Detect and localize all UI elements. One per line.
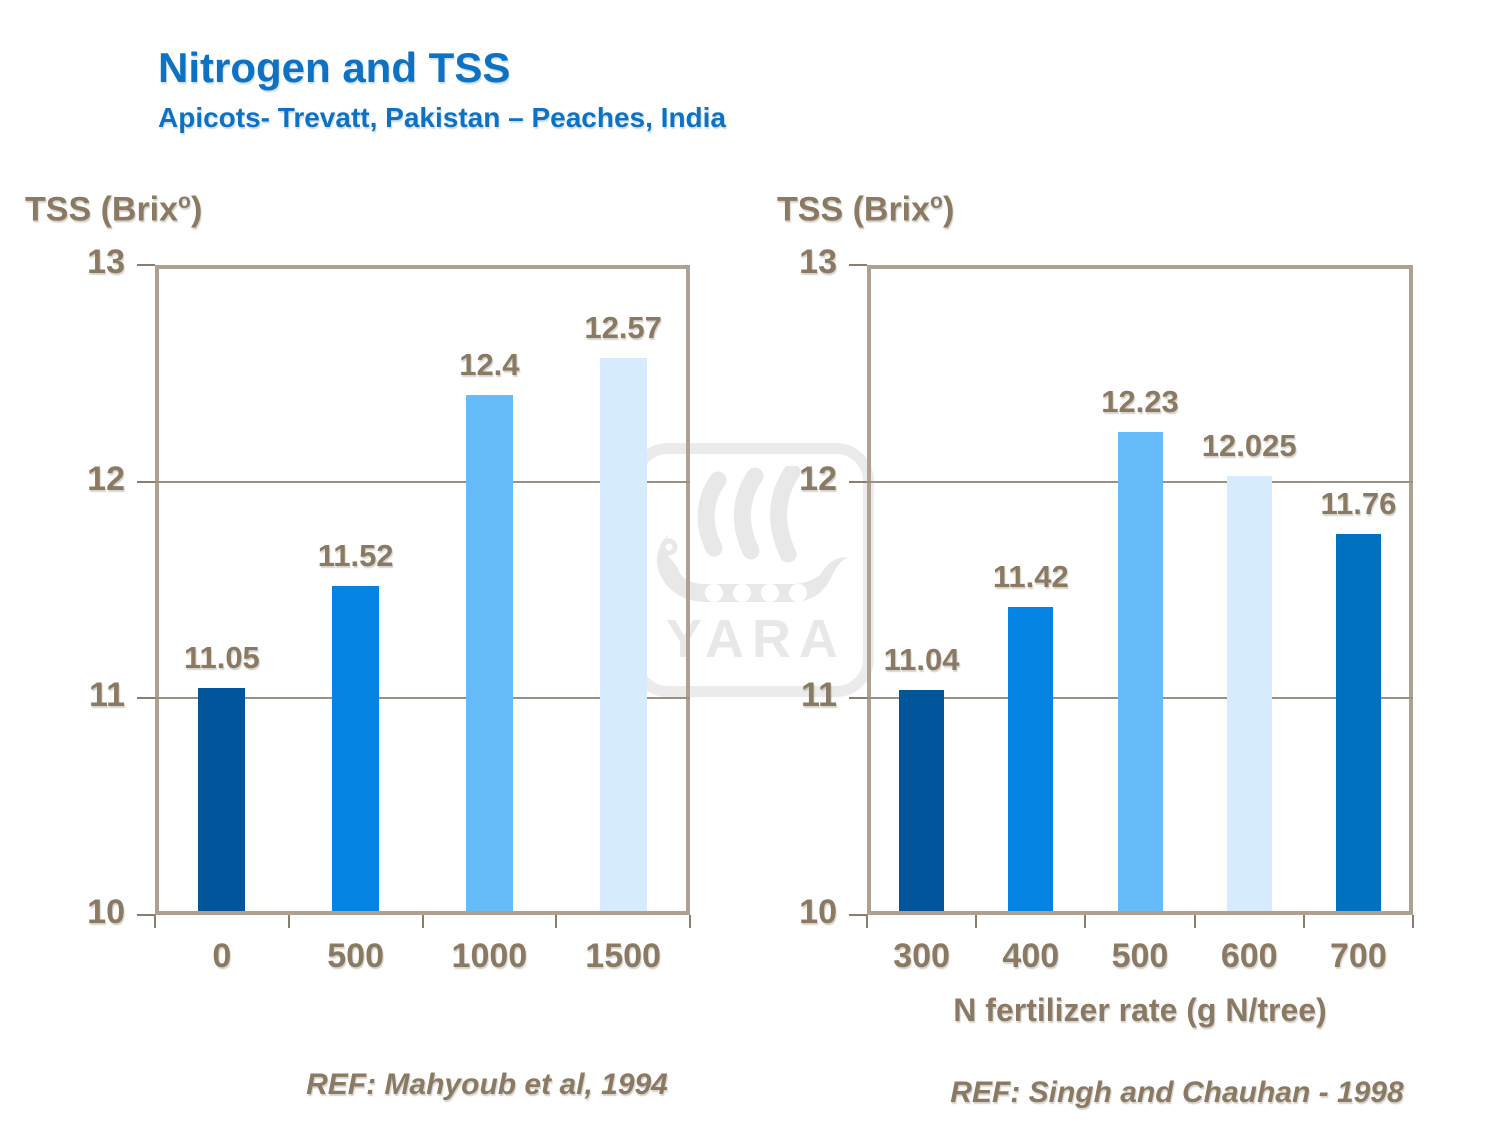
bar-value-label: 11.42	[992, 559, 1069, 595]
y-axis-title-left: TSS (Brixo)	[25, 190, 202, 229]
y-axis-title-superscript: o	[178, 190, 191, 213]
x-tick-mark	[555, 915, 558, 928]
bar-300	[899, 689, 945, 911]
bar-value-label: 11.04	[883, 641, 960, 677]
gridline-12	[137, 480, 690, 483]
x-tick-mark	[154, 915, 156, 928]
bar-value-label: 12.4	[459, 347, 520, 382]
y-tick-mark	[137, 480, 155, 483]
viking-ship-icon	[656, 466, 848, 602]
y-axis-title-text: TSS (Brix	[25, 190, 179, 229]
reference-0: REF: Mahyoub et al, 1994	[306, 1068, 668, 1101]
y-tick-mark	[137, 697, 155, 700]
x-tick-label: 700	[1330, 937, 1387, 975]
y-tick-mark	[137, 914, 155, 916]
x-tick-mark	[287, 915, 290, 928]
y-tick-label: 10	[87, 893, 125, 931]
y-axis-title-right: TSS (Brixo)	[777, 190, 954, 229]
y-tick-label: 12	[799, 459, 837, 498]
x-tick-mark	[1412, 915, 1414, 928]
bar-1000	[465, 395, 513, 911]
x-tick-label: 600	[1220, 937, 1278, 975]
bar-700	[1335, 533, 1381, 911]
x-tick-mark	[421, 915, 424, 928]
x-tick-mark	[1084, 915, 1087, 928]
x-tick-label: 300	[893, 937, 950, 975]
bar-500	[1117, 431, 1163, 911]
bar-value-label: 12.23	[1101, 383, 1179, 419]
y-tick-mark	[849, 697, 867, 700]
y-tick-label: 11	[89, 676, 125, 715]
gridline-11	[137, 697, 690, 700]
y-axis-title-superscript: o	[930, 190, 943, 213]
plot-area-0	[155, 265, 690, 915]
bar-400	[1008, 607, 1054, 911]
bar-0	[198, 687, 246, 911]
bar-500	[332, 585, 380, 911]
x-tick-mark	[1302, 915, 1305, 928]
x-tick-mark	[689, 915, 691, 928]
x-tick-mark	[975, 915, 978, 928]
x-tick-label: 500	[327, 937, 384, 975]
bar-value-label: 11.05	[183, 639, 260, 675]
reference-1: REF: Singh and Chauhan - 1998	[950, 1076, 1404, 1109]
page-subtitle: Apicots- Trevatt, Pakistan – Peaches, In…	[158, 102, 726, 133]
x-tick-label: 1000	[451, 937, 528, 975]
y-tick-label: 11	[801, 676, 837, 715]
y-axis-title-text: TSS (Brix	[777, 190, 931, 229]
y-tick-mark	[849, 480, 867, 483]
y-tick-mark	[849, 264, 867, 266]
y-tick-mark	[849, 914, 867, 916]
y-axis-title-text: )	[190, 190, 203, 229]
y-tick-mark	[137, 264, 155, 266]
plot-area-1	[867, 265, 1413, 915]
x-tick-label: 0	[212, 937, 232, 975]
bar-value-label: 12.57	[584, 310, 662, 346]
y-axis-title-text: )	[942, 190, 955, 229]
bar-600	[1226, 476, 1272, 911]
y-tick-label: 13	[799, 243, 837, 281]
y-tick-label: 13	[87, 243, 125, 281]
page-title: Nitrogen and TSS	[158, 44, 511, 91]
bar-value-label: 11.52	[317, 537, 394, 573]
x-tick-mark	[866, 915, 868, 928]
y-tick-label: 10	[799, 893, 837, 931]
x-tick-label: 1500	[585, 937, 661, 975]
bar-1500	[599, 358, 647, 911]
x-tick-label: 500	[1111, 937, 1169, 975]
x-axis-title: N fertilizer rate (g N/tree)	[953, 992, 1327, 1028]
bar-value-label: 12.025	[1201, 428, 1297, 464]
x-tick-mark	[1193, 915, 1196, 928]
x-tick-label: 400	[1002, 937, 1060, 975]
yara-watermark-text: YARA	[665, 609, 847, 669]
y-tick-label: 12	[87, 459, 125, 498]
bar-value-label: 11.76	[1320, 485, 1397, 521]
